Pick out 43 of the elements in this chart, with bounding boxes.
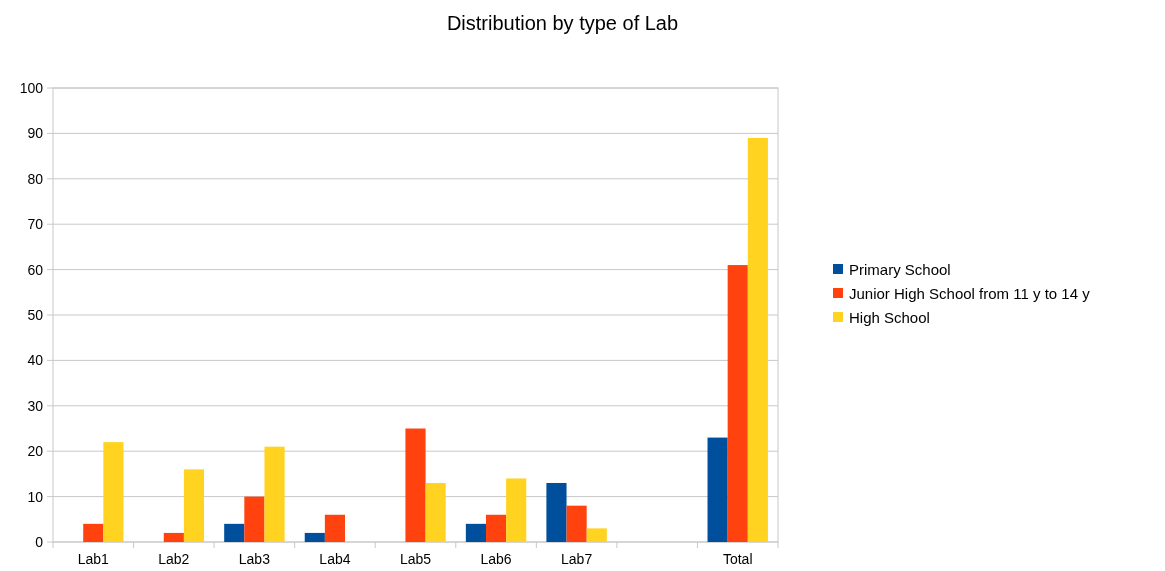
x-tick-label: Lab1 (77, 551, 110, 567)
y-tick-label: 40 (27, 352, 44, 369)
bar (506, 478, 527, 542)
x-tick-label: Lab7 (561, 551, 593, 567)
y-tick-label: 50 (27, 306, 44, 323)
bar (425, 482, 446, 542)
bar (586, 528, 607, 542)
bar (546, 482, 567, 542)
y-tick-label: 20 (27, 443, 44, 460)
bar (405, 428, 426, 542)
y-tick-label: 80 (27, 170, 44, 187)
bar (264, 446, 285, 542)
x-tick-label: Lab5 (399, 551, 432, 567)
bar (465, 523, 486, 542)
bar (485, 514, 507, 542)
legend-label: Junior High School from 11 y to 14 y (849, 285, 1091, 303)
bar (244, 496, 265, 542)
y-tick-label: 60 (27, 261, 44, 278)
y-tick-label: 10 (27, 488, 44, 505)
y-tick-label: 90 (27, 125, 44, 142)
y-tick-label: 70 (27, 216, 44, 233)
bar (707, 437, 728, 542)
bar (163, 532, 184, 542)
x-tick-label: Total (722, 551, 753, 567)
x-tick-label: Lab2 (158, 551, 190, 567)
x-tick-label: Lab3 (238, 551, 271, 567)
bar (183, 469, 205, 542)
x-tick-label: Lab4 (319, 551, 351, 567)
chart-title: Distribution by type of Lab (446, 12, 679, 34)
bar (727, 265, 748, 542)
bar (103, 442, 124, 542)
bar (566, 505, 587, 542)
bar (224, 523, 245, 542)
bar (747, 137, 768, 542)
bar (324, 514, 346, 542)
legend-label: Primary School (849, 261, 951, 279)
bar (304, 532, 325, 542)
y-tick-label: 100 (19, 79, 44, 96)
x-tick-label: Lab6 (480, 551, 512, 567)
y-tick-label: 0 (35, 533, 44, 550)
y-tick-label: 30 (27, 397, 44, 414)
bar (83, 523, 104, 542)
legend-label: High School (849, 309, 930, 327)
